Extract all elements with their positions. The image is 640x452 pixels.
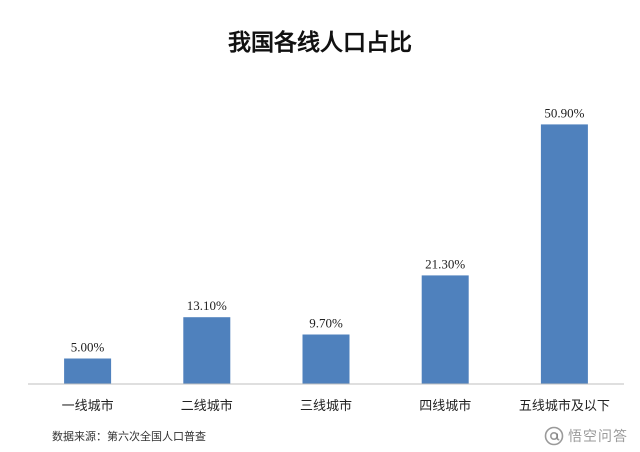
data-label: 13.10% — [187, 298, 227, 313]
bar — [540, 124, 588, 385]
x-tick-label: 四线城市 — [419, 398, 471, 414]
x-tick-label: 一线城市 — [62, 398, 114, 414]
x-tick-label: 五线城市及以下 — [519, 398, 610, 414]
bar — [183, 317, 231, 384]
chart-title: 我国各线人口占比 — [228, 29, 412, 56]
bar — [421, 275, 469, 384]
ticks-layer: 一线城市 二线城市 三线城市 四线城市 五线城市及以下 — [62, 398, 610, 414]
x-tick-label: 三线城市 — [300, 398, 352, 414]
data-label: 21.30% — [425, 256, 465, 271]
bars-layer — [64, 124, 588, 385]
labels-layer: 5.00% 13.10% 9.70% 21.30% 50.90% — [71, 105, 585, 354]
watermark: 悟空问答 — [544, 426, 628, 446]
source-note: 数据来源：第六次全国人口普查 — [52, 429, 206, 443]
data-label: 9.70% — [309, 316, 343, 331]
watermark-text: 悟空问答 — [568, 429, 628, 445]
at-sign-icon — [544, 426, 564, 446]
bar — [64, 358, 112, 384]
data-label: 50.90% — [544, 105, 584, 120]
x-tick-label: 二线城市 — [181, 398, 233, 414]
data-label: 5.00% — [71, 340, 105, 355]
bar — [302, 334, 350, 384]
